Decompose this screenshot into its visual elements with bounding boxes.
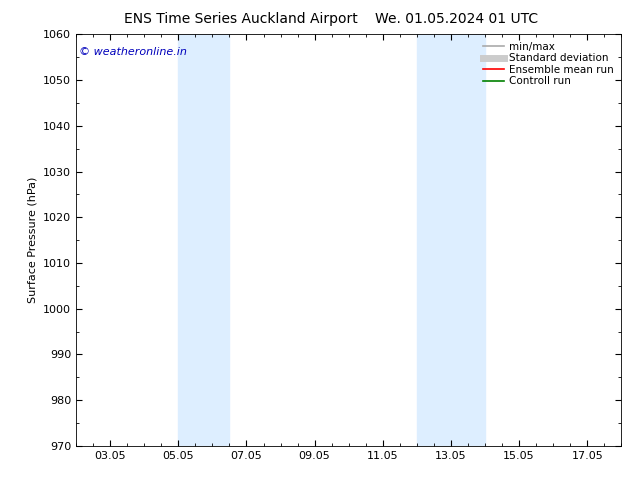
Text: We. 01.05.2024 01 UTC: We. 01.05.2024 01 UTC [375, 12, 538, 26]
Y-axis label: Surface Pressure (hPa): Surface Pressure (hPa) [27, 177, 37, 303]
Bar [417, 34, 485, 446]
Bar [178, 34, 230, 446]
Text: © weatheronline.in: © weatheronline.in [79, 47, 186, 57]
Legend: min/max, Standard deviation, Ensemble mean run, Controll run: min/max, Standard deviation, Ensemble me… [481, 40, 616, 88]
Text: ENS Time Series Auckland Airport: ENS Time Series Auckland Airport [124, 12, 358, 26]
